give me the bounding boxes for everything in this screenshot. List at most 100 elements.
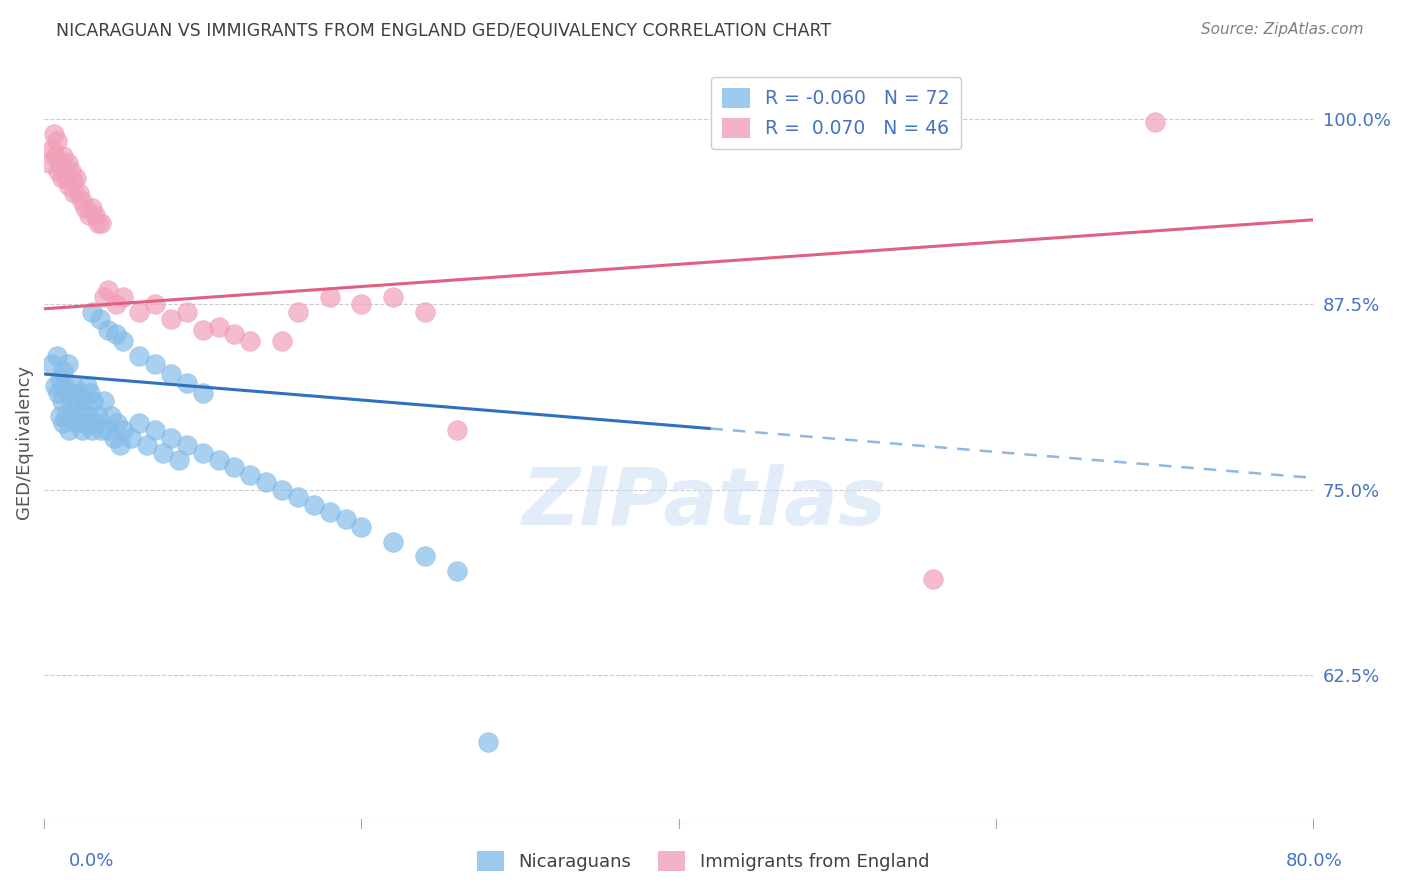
Point	[77, 409, 100, 423]
Point	[152, 445, 174, 459]
Point	[90, 424, 112, 438]
Point	[254, 475, 277, 490]
Point	[287, 490, 309, 504]
Point	[51, 171, 73, 186]
Y-axis label: GED/Equivalency: GED/Equivalency	[15, 365, 32, 518]
Point	[52, 149, 75, 163]
Point	[52, 364, 75, 378]
Point	[176, 438, 198, 452]
Point	[120, 431, 142, 445]
Point	[76, 379, 98, 393]
Point	[239, 334, 262, 349]
Point	[55, 409, 77, 423]
Point	[55, 171, 77, 186]
Point	[67, 186, 90, 200]
Point	[207, 319, 229, 334]
Point	[60, 164, 83, 178]
Point	[73, 393, 96, 408]
Point	[176, 305, 198, 319]
Point	[103, 431, 125, 445]
Point	[191, 386, 214, 401]
Point	[239, 467, 262, 482]
Point	[60, 393, 83, 408]
Point	[49, 409, 72, 423]
Point	[83, 208, 105, 222]
Point	[41, 142, 63, 156]
Point	[89, 312, 111, 326]
Point	[97, 283, 120, 297]
Point	[69, 409, 91, 423]
Point	[143, 357, 166, 371]
Point	[45, 349, 67, 363]
Point	[79, 386, 101, 401]
Point	[80, 424, 103, 438]
Point	[104, 326, 127, 341]
Point	[224, 326, 246, 341]
Legend: Nicaraguans, Immigrants from England: Nicaraguans, Immigrants from England	[470, 844, 936, 879]
Point	[382, 534, 405, 549]
Point	[100, 409, 122, 423]
Point	[80, 305, 103, 319]
Point	[70, 424, 93, 438]
Point	[112, 334, 135, 349]
Point	[224, 460, 246, 475]
Point	[77, 208, 100, 222]
Point	[350, 520, 373, 534]
Point	[191, 445, 214, 459]
Point	[75, 201, 97, 215]
Text: NICARAGUAN VS IMMIGRANTS FROM ENGLAND GED/EQUIVALENCY CORRELATION CHART: NICARAGUAN VS IMMIGRANTS FROM ENGLAND GE…	[56, 22, 831, 40]
Legend: R = -0.060   N = 72, R =  0.070   N = 46: R = -0.060 N = 72, R = 0.070 N = 46	[711, 77, 962, 150]
Point	[105, 416, 128, 430]
Point	[67, 386, 90, 401]
Point	[136, 438, 159, 452]
Point	[477, 735, 499, 749]
Point	[318, 505, 340, 519]
Point	[110, 438, 132, 452]
Point	[93, 290, 115, 304]
Point	[128, 416, 150, 430]
Point	[48, 386, 70, 401]
Point	[318, 290, 340, 304]
Point	[176, 376, 198, 390]
Point	[65, 393, 87, 408]
Point	[87, 409, 110, 423]
Point	[51, 393, 73, 408]
Point	[128, 349, 150, 363]
Point	[350, 297, 373, 311]
Point	[58, 178, 80, 193]
Text: 0.0%: 0.0%	[69, 852, 114, 870]
Text: ZIPatlas: ZIPatlas	[522, 464, 887, 541]
Point	[90, 216, 112, 230]
Point	[143, 297, 166, 311]
Point	[63, 379, 86, 393]
Point	[97, 424, 120, 438]
Point	[49, 371, 72, 385]
Point	[65, 171, 87, 186]
Point	[62, 174, 84, 188]
Point	[413, 305, 436, 319]
Text: 80.0%: 80.0%	[1286, 852, 1343, 870]
Point	[56, 156, 79, 170]
Point	[62, 409, 84, 423]
Point	[41, 357, 63, 371]
Point	[53, 379, 76, 393]
Point	[160, 431, 183, 445]
Point	[87, 216, 110, 230]
Point	[63, 186, 86, 200]
Point	[53, 164, 76, 178]
Point	[382, 290, 405, 304]
Point	[921, 572, 943, 586]
Point	[271, 483, 294, 497]
Point	[75, 416, 97, 430]
Point	[82, 393, 104, 408]
Point	[44, 149, 66, 163]
Point	[93, 393, 115, 408]
Point	[207, 453, 229, 467]
Point	[167, 453, 190, 467]
Point	[52, 416, 75, 430]
Point	[446, 424, 468, 438]
Point	[58, 424, 80, 438]
Point	[335, 512, 357, 526]
Point	[66, 416, 89, 430]
Point	[42, 127, 65, 141]
